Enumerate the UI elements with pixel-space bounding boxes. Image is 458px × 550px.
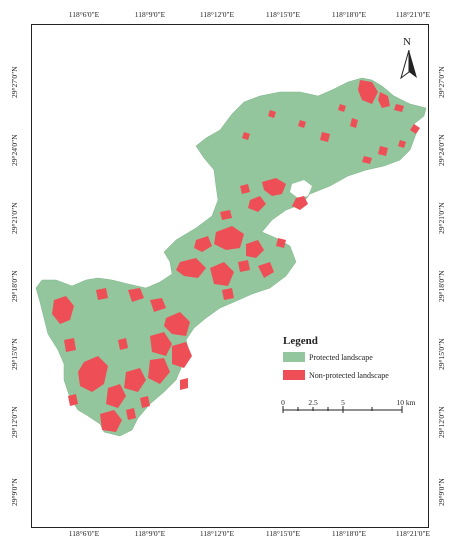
bottom-lon-label: 118°18'0"E bbox=[331, 529, 367, 538]
non-protected-patches bbox=[52, 80, 420, 432]
legend-swatch-non-protected bbox=[283, 370, 305, 380]
top-lon-label: 118°21'0"E bbox=[395, 10, 431, 19]
legend-title: Legend bbox=[283, 335, 318, 347]
legend-label-non-protected: Non-protected landscape bbox=[309, 371, 389, 380]
bottom-lon-label: 118°21'0"E bbox=[395, 529, 431, 538]
hole bbox=[290, 180, 312, 198]
north-arrow: N bbox=[399, 36, 419, 80]
bottom-lon-label: 118°15'0"E bbox=[265, 529, 301, 538]
top-lon-label: 118°12'0"E bbox=[199, 10, 235, 19]
legend-label-protected: Protected landscape bbox=[309, 353, 373, 362]
map-frame bbox=[31, 24, 429, 528]
top-lon-label: 118°6'0"E bbox=[68, 10, 100, 19]
scale-label: 5 bbox=[341, 398, 345, 407]
bottom-lon-label: 118°12'0"E bbox=[199, 529, 235, 538]
bottom-lon-label: 118°9'0"E bbox=[134, 529, 166, 538]
legend-swatch-protected bbox=[283, 352, 305, 362]
north-arrow-icon bbox=[400, 50, 417, 80]
scale-bar bbox=[282, 406, 403, 413]
bottom-lon-label: 118°6'0"E bbox=[68, 529, 100, 538]
scale-label: 2.5 bbox=[308, 398, 318, 407]
protected-area bbox=[35, 77, 427, 437]
top-lon-label: 118°18'0"E bbox=[331, 10, 367, 19]
north-label: N bbox=[403, 36, 411, 48]
scale-label: 10 km bbox=[396, 398, 416, 407]
top-lon-label: 118°9'0"E bbox=[134, 10, 166, 19]
scale-label: 0 bbox=[281, 398, 285, 407]
top-lon-label: 118°15'0"E bbox=[265, 10, 301, 19]
